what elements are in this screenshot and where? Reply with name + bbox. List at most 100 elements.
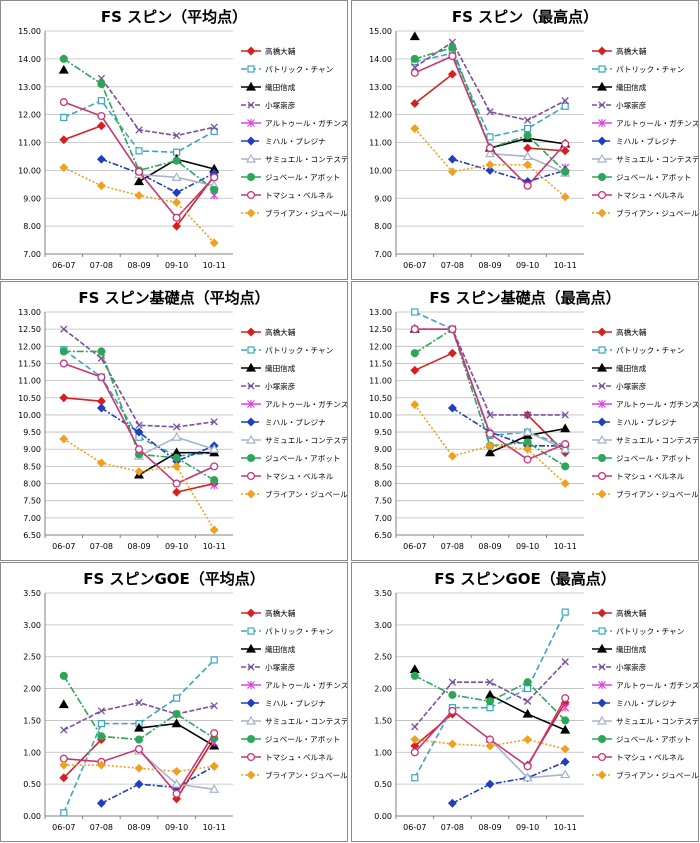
legend-marker: [247, 382, 255, 390]
data-point: [523, 143, 533, 153]
legend-item: ミハル・ブレジナ: [592, 698, 677, 708]
chart-title: FS スピンGOE（平均点）: [83, 570, 265, 588]
legend-label: 織田信成: [265, 644, 296, 654]
legend-label: ブライアン・ジュベール: [265, 489, 347, 499]
data-point: [447, 154, 457, 164]
data-point: [410, 124, 420, 134]
legend-item: サミュエル・コンテスティ: [592, 715, 698, 726]
y-tick-label: 9.50: [374, 428, 392, 437]
y-tick-label: 8.50: [23, 462, 41, 471]
series-line: [63, 362, 215, 485]
series-kozuka: [411, 325, 569, 419]
legend-item: ミハル・ブレジナ: [241, 417, 326, 427]
x-tick-label: 08-09: [478, 823, 501, 832]
data-point: [172, 156, 181, 165]
legend-item: トマシュ・ベルネル: [592, 190, 685, 200]
data-point: [411, 308, 419, 316]
chart-svg: FS スピンGOE（平均点） 0.00 0.50 1.00 1.50 2.00 2.50 3.…: [23, 570, 347, 832]
legend-label: トマシュ・ベルネル: [616, 191, 685, 200]
data-point: [523, 697, 532, 705]
legend-label: 織田信成: [616, 644, 647, 654]
data-point: [60, 113, 68, 122]
legend-item: アルトゥール・ガチンスキー: [241, 680, 347, 690]
legend-item: ジュベール・アボット: [241, 453, 340, 463]
data-point: [561, 658, 569, 666]
data-point: [172, 213, 181, 222]
x-tick-label: 06-07: [403, 261, 426, 270]
series-line: [414, 52, 566, 138]
series-contesti: [133, 432, 220, 460]
data-point: [209, 238, 219, 248]
legend-marker: [597, 471, 607, 481]
legend-label: ジュベール・アボット: [616, 454, 691, 463]
data-point: [96, 403, 106, 413]
legend-label: 小塚崇彦: [616, 381, 647, 391]
series-line: [414, 327, 566, 468]
data-point: [448, 43, 457, 52]
series-line: [489, 738, 566, 779]
series-kozuka: [411, 38, 569, 124]
legend-marker: [247, 101, 255, 109]
legend-marker: [246, 208, 256, 218]
legend-label: ジュベール・アボット: [265, 173, 340, 182]
y-tick-label: 11.00: [369, 139, 392, 148]
data-point: [59, 773, 69, 783]
series-joubert_b: [410, 735, 570, 754]
data-point: [485, 779, 495, 789]
x-tick-label: 10-11: [203, 261, 226, 270]
legend-item: 織田信成: [241, 81, 296, 92]
legend-label: ミハル・ブレジナ: [616, 136, 677, 146]
data-point: [97, 111, 106, 121]
legend-item: ジュベール・アボット: [592, 453, 691, 463]
data-point: [560, 724, 571, 734]
data-point: [484, 447, 496, 457]
data-point: [172, 487, 182, 497]
data-point: [210, 656, 218, 664]
legend-label: ブライアン・ジュベール: [265, 770, 347, 780]
legend-label: ブライアン・ジュベール: [265, 208, 347, 218]
series-line: [414, 352, 453, 372]
legend-item: ミハル・ブレジナ: [241, 136, 326, 146]
y-tick-label: 10.00: [369, 166, 392, 175]
x-tick-label: 09-10: [165, 823, 188, 832]
data-point: [522, 772, 533, 782]
legend-marker: [597, 136, 607, 146]
y-tick-label: 1.50: [374, 716, 392, 725]
series-line: [414, 128, 566, 198]
legend-item: アルトゥール・ガチンスキー: [592, 118, 698, 128]
x-tick-label: 10-11: [554, 823, 577, 832]
data-point: [96, 798, 106, 808]
chart-panel-2: FS スピン（最高点） 7.00 8.00 9.00 10.00 11.00 12.00 13…: [351, 0, 699, 280]
series-line: [101, 765, 215, 804]
legend-item: パトリック・チャン: [241, 65, 333, 74]
legend-marker: [246, 489, 256, 499]
series-chan: [60, 97, 218, 156]
data-point: [560, 757, 570, 767]
x-tick-label: 06-07: [52, 542, 75, 551]
y-tick-label: 11.50: [369, 359, 392, 368]
data-point: [561, 462, 570, 471]
data-point: [209, 525, 219, 535]
y-tick-label: 8.00: [374, 480, 392, 489]
y-tick-label: 7.50: [23, 497, 41, 506]
data-point: [485, 441, 495, 451]
data-point: [522, 426, 533, 436]
legend-marker: [598, 627, 606, 635]
legend-marker: [247, 346, 255, 354]
data-point: [134, 763, 144, 773]
series-line: [63, 125, 102, 141]
data-point: [561, 716, 570, 725]
series-line: [63, 764, 215, 773]
legend-marker: [598, 101, 606, 109]
legend-item: 小塚崇彦: [592, 100, 647, 110]
data-point: [560, 769, 571, 779]
y-tick-label: 1.50: [23, 716, 41, 725]
legend-label: アルトゥール・ガチンスキー: [616, 680, 698, 690]
data-point: [172, 766, 182, 776]
data-point: [560, 479, 570, 488]
data-point: [171, 778, 182, 788]
series-verner: [410, 694, 570, 771]
data-point: [59, 135, 69, 145]
y-tick-label: 10.50: [18, 394, 41, 403]
legend-label: ブライアン・ジュベール: [616, 489, 698, 499]
